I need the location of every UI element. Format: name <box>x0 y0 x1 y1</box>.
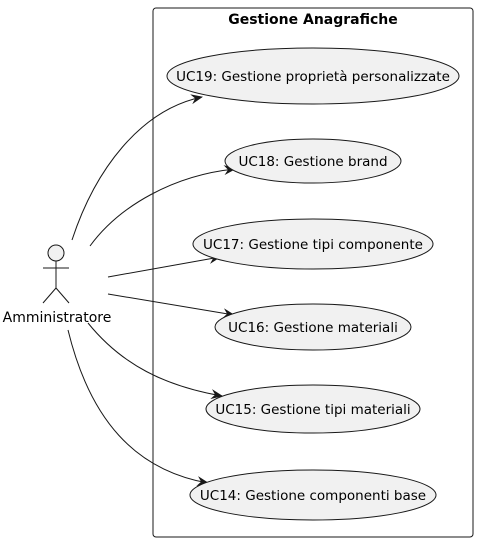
actor-label: Amministratore <box>3 310 112 326</box>
use-case-uc18: UC18: Gestione brand <box>224 138 402 184</box>
use-case-label: UC14: Gestione componenti base <box>200 488 426 504</box>
use-case-ellipse <box>205 384 421 434</box>
use-case-uc16: UC16: Gestione materiali <box>214 303 412 351</box>
use-case-ellipse <box>192 218 434 270</box>
use-case-label: UC16: Gestione materiali <box>228 320 398 336</box>
system-title: Gestione Anagrafiche <box>228 12 398 28</box>
association-uc17 <box>107 254 221 278</box>
association-uc18 <box>89 165 236 247</box>
use-case-label: UC18: Gestione brand <box>238 154 387 170</box>
associations <box>67 94 236 486</box>
actor-administrator <box>42 244 70 304</box>
use-case-ellipse <box>189 469 437 521</box>
use-case-ellipse <box>224 138 402 184</box>
association-uc14 <box>67 329 209 486</box>
actor-right-leg <box>55 287 70 304</box>
actor-left-leg <box>42 287 57 304</box>
association-uc19 <box>71 94 203 241</box>
use-case-uc14: UC14: Gestione componenti base <box>189 469 437 521</box>
use-case-uc15: UC15: Gestione tipi materiali <box>205 384 421 434</box>
association-uc15 <box>87 322 223 400</box>
use-case-label: UC17: Gestione tipi componente <box>203 237 423 253</box>
use-case-label: UC15: Gestione tipi materiali <box>215 402 410 418</box>
use-case-uc19: UC19: Gestione proprietà personalizzate <box>166 47 460 105</box>
actor-head <box>47 244 65 262</box>
use-case-ellipse <box>166 47 460 105</box>
use-case-uc17: UC17: Gestione tipi componente <box>192 218 434 270</box>
use-case-ellipse <box>214 303 412 351</box>
use-case-label: UC19: Gestione proprietà personalizzate <box>176 69 450 85</box>
association-uc16 <box>107 293 235 319</box>
